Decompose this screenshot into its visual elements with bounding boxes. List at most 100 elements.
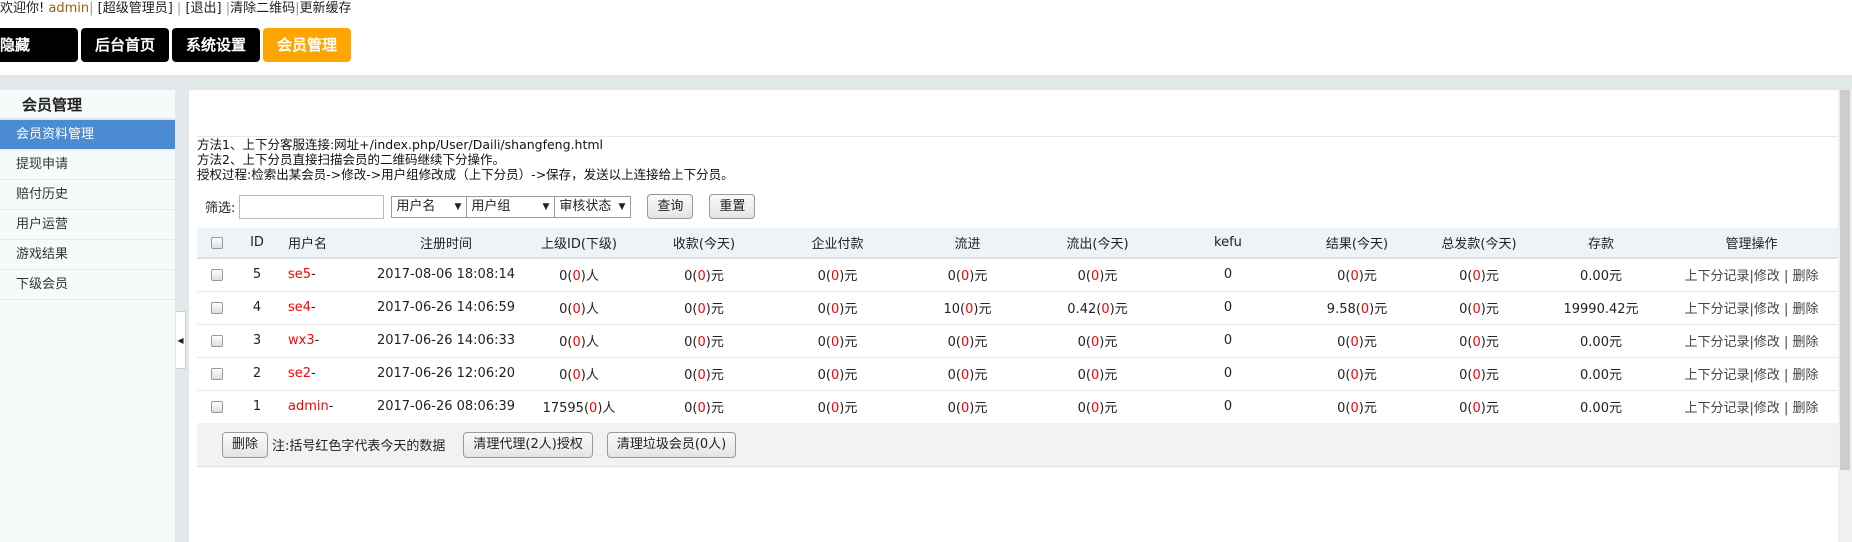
records-link[interactable]: 上下分记录 bbox=[1684, 401, 1750, 416]
edit-link[interactable]: 修改 bbox=[1753, 335, 1780, 350]
edit-link[interactable]: 修改 bbox=[1753, 269, 1780, 285]
cell-paid: 0(0)元 bbox=[1421, 390, 1537, 424]
scrollbar[interactable] bbox=[1838, 90, 1852, 542]
column-header: ID bbox=[236, 228, 278, 259]
table-row: 4 se4- 2017-06-26 14:06:59 0(0)人 0(0)元 0(0… bbox=[197, 291, 1838, 325]
table-row: 5 se5- 2017-08-06 18:08:14 0(0)人 0(0)元 0(0… bbox=[197, 258, 1838, 292]
cell-corp: 0(0)元 bbox=[772, 357, 903, 391]
cell-result: 9.58(0)元 bbox=[1293, 291, 1421, 325]
refresh-cache-link[interactable]: 更新缓存 bbox=[299, 1, 352, 16]
instructions: 方法1、上下分客服连接:网址+/index.php/User/Daili/sha… bbox=[197, 137, 734, 182]
nav-members[interactable]: 会员管理 bbox=[263, 28, 352, 62]
nav-hide[interactable]: 隐藏>>> bbox=[0, 28, 78, 88]
reset-button[interactable]: 重置 bbox=[709, 194, 756, 219]
column-header: 存款 bbox=[1537, 228, 1665, 259]
search-button[interactable]: 查询 bbox=[647, 194, 694, 219]
delete-link[interactable]: 删除 bbox=[1792, 401, 1819, 416]
sidebar-item-member-info[interactable]: 会员资料管理 bbox=[0, 120, 175, 150]
role-link[interactable]: [超级管理员] bbox=[97, 1, 173, 16]
cell-deposit: 0.00元 bbox=[1537, 357, 1665, 391]
records-link[interactable]: 上下分记录 bbox=[1684, 368, 1750, 383]
edit-link[interactable]: 修改 bbox=[1753, 302, 1780, 317]
scrollbar-thumb[interactable] bbox=[1840, 90, 1850, 470]
sidebar-item-payout-history[interactable]: 赔付历史 bbox=[0, 180, 175, 210]
cell-username[interactable]: wx3- bbox=[278, 324, 370, 358]
select-username[interactable]: 用户名 ▼ bbox=[391, 195, 468, 218]
cell-kefu: 0 bbox=[1163, 390, 1293, 424]
edit-link[interactable]: 修改 bbox=[1753, 401, 1780, 416]
cell-id: 1 bbox=[236, 390, 278, 424]
column-header: 结果(今天) bbox=[1293, 228, 1421, 259]
column-header: 流出(今天) bbox=[1032, 228, 1163, 259]
delete-link[interactable]: 删除 bbox=[1792, 368, 1819, 383]
sidebar-item-game-results[interactable]: 游戏结果 bbox=[0, 240, 175, 270]
collapse-sidebar-icon[interactable]: ◀ bbox=[176, 311, 186, 369]
cell-username[interactable]: admin- bbox=[278, 390, 370, 424]
cell-id: 2 bbox=[236, 357, 278, 391]
cell-recv: 0(0)元 bbox=[636, 258, 772, 292]
select-review-status[interactable]: 审核状态 ▼ bbox=[555, 195, 632, 218]
cell-paid: 0(0)元 bbox=[1421, 258, 1537, 292]
cell-recv: 0(0)元 bbox=[636, 291, 772, 325]
cell-actions: 上下分记录|修改 | 删除 bbox=[1665, 291, 1838, 325]
cell-username[interactable]: se5- bbox=[278, 258, 370, 292]
cell-id: 3 bbox=[236, 324, 278, 358]
table-row: 3 wx3- 2017-06-26 14:06:33 0(0)人 0(0)元 0(0… bbox=[197, 324, 1838, 358]
cell-username[interactable]: se2- bbox=[278, 357, 370, 391]
row-checkbox[interactable] bbox=[210, 334, 223, 347]
cell-reg-time: 2017-06-26 08:06:39 bbox=[370, 390, 522, 424]
row-checkbox[interactable] bbox=[210, 301, 223, 314]
records-link[interactable]: 上下分记录 bbox=[1684, 335, 1750, 350]
cell-username[interactable]: se4- bbox=[278, 291, 370, 325]
row-checkbox[interactable] bbox=[210, 367, 223, 380]
row-checkbox[interactable] bbox=[210, 268, 223, 281]
sidebar-title: 会员管理 bbox=[0, 90, 175, 120]
cell-kefu: 0 bbox=[1163, 324, 1293, 358]
select-usergroup[interactable]: 用户组 ▼ bbox=[467, 195, 556, 218]
header-checkbox-cell bbox=[197, 228, 236, 259]
delete-link[interactable]: 删除 bbox=[1792, 302, 1819, 317]
username-link[interactable]: admin bbox=[48, 1, 90, 16]
records-link[interactable]: 上下分记录 bbox=[1684, 269, 1750, 285]
cell-deposit: 19990.42元 bbox=[1537, 291, 1665, 325]
note-line: 方法2、上下分员直接扫描会员的二维码继续下分操作。 bbox=[197, 152, 505, 167]
cell-out: 0.42(0)元 bbox=[1032, 291, 1163, 325]
cell-sup: 0(0)人 bbox=[522, 324, 636, 358]
nav-home[interactable]: 后台首页 bbox=[81, 28, 170, 62]
filter-input[interactable] bbox=[239, 194, 385, 219]
column-header: 上级ID(下级) bbox=[522, 228, 636, 259]
sidebar-item-operations[interactable]: 用户运营 bbox=[0, 210, 175, 240]
cell-kefu: 0 bbox=[1163, 291, 1293, 325]
row-checkbox[interactable] bbox=[210, 400, 223, 413]
cell-result: 0(0)元 bbox=[1293, 390, 1421, 424]
dropdown-arrow-icon: ▼ bbox=[542, 201, 550, 212]
clear-junk-members-button[interactable]: 清理垃圾会员(0人) bbox=[606, 431, 737, 458]
cell-corp: 0(0)元 bbox=[772, 324, 903, 358]
cell-id: 5 bbox=[236, 258, 278, 292]
column-header: 注册时间 bbox=[370, 228, 522, 259]
records-link[interactable]: 上下分记录 bbox=[1684, 302, 1750, 317]
delete-link[interactable]: 删除 bbox=[1792, 269, 1819, 285]
note-line: 方法1、上下分客服连接:网址+/index.php/User/Daili/sha… bbox=[197, 137, 603, 152]
edit-link[interactable]: 修改 bbox=[1753, 368, 1780, 383]
delete-link[interactable]: 删除 bbox=[1792, 335, 1819, 350]
table-row: 2 se2- 2017-06-26 12:06:20 0(0)人 0(0)元 0(0… bbox=[197, 357, 1838, 391]
cell-reg-time: 2017-06-26 14:06:59 bbox=[370, 291, 522, 325]
top-nav: 隐藏>>> 后台首页 系统设置 会员管理 bbox=[0, 28, 352, 88]
dropdown-arrow-icon: ▼ bbox=[454, 201, 462, 212]
select-all-checkbox[interactable] bbox=[210, 236, 223, 249]
sidebar-item-withdraw[interactable]: 提现申请 bbox=[0, 150, 175, 180]
cell-paid: 0(0)元 bbox=[1421, 357, 1537, 391]
clear-agents-button[interactable]: 清理代理(2人)授权 bbox=[463, 431, 593, 458]
sidebar-item-sub-members[interactable]: 下级会员 bbox=[0, 270, 175, 300]
logout-link[interactable]: [退出] bbox=[185, 1, 222, 16]
cell-result: 0(0)元 bbox=[1293, 258, 1421, 292]
clear-qr-link[interactable]: 清除二维码 bbox=[230, 1, 296, 16]
cell-kefu: 0 bbox=[1163, 357, 1293, 391]
members-table: ID 用户名 注册时间 上级ID(下级) 收款(今天) 企业付款 流进 流出(今天) kefu 结… bbox=[197, 228, 1838, 424]
bulk-delete-button[interactable]: 删除 bbox=[222, 431, 269, 458]
cell-in: 0(0)元 bbox=[903, 258, 1032, 292]
nav-settings[interactable]: 系统设置 bbox=[172, 28, 261, 62]
column-header: 企业付款 bbox=[772, 228, 903, 259]
cell-paid: 0(0)元 bbox=[1421, 324, 1537, 358]
